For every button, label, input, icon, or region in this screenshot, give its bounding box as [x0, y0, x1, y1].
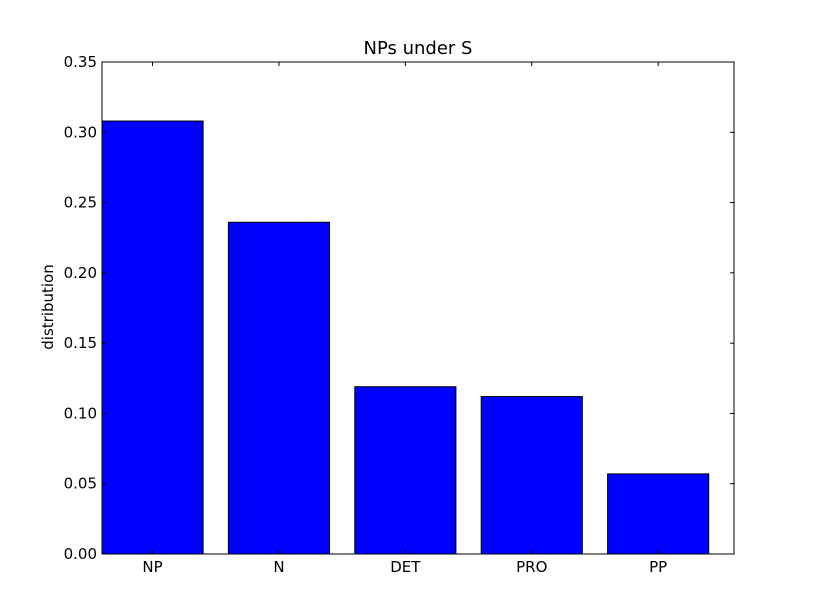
y-tick-label: 0.35 [64, 53, 97, 71]
y-tick-label: 0.15 [64, 334, 97, 352]
y-tick-label: 0.10 [64, 404, 97, 422]
y-tick-label: 0.25 [64, 194, 97, 212]
y-tick-label: 0.05 [64, 475, 97, 493]
y-tick-label: 0.20 [64, 264, 97, 282]
x-tick-label: DET [390, 558, 421, 576]
ticks-group: NP N DET PRO PP 0.00 0.05 0.10 0.15 0.20 0.25 0.30 0… [64, 53, 734, 576]
bar-n [227, 221, 331, 555]
bars-group [101, 120, 710, 555]
x-tick-label: N [273, 558, 284, 576]
y-axis-label: distribution [39, 264, 57, 349]
x-tick-label: PRO [516, 558, 547, 576]
y-tick-label: 0.00 [64, 545, 97, 563]
y-tick-label: 0.30 [64, 123, 97, 141]
bar-pro [480, 396, 583, 555]
x-tick-label: PP [649, 558, 667, 576]
bar-pp [607, 473, 710, 555]
x-tick-label: NP [142, 558, 162, 576]
bar-np [101, 120, 204, 555]
bar-det [354, 386, 457, 555]
plot-frame [101, 61, 735, 555]
chart-title: NPs under S [364, 38, 473, 59]
